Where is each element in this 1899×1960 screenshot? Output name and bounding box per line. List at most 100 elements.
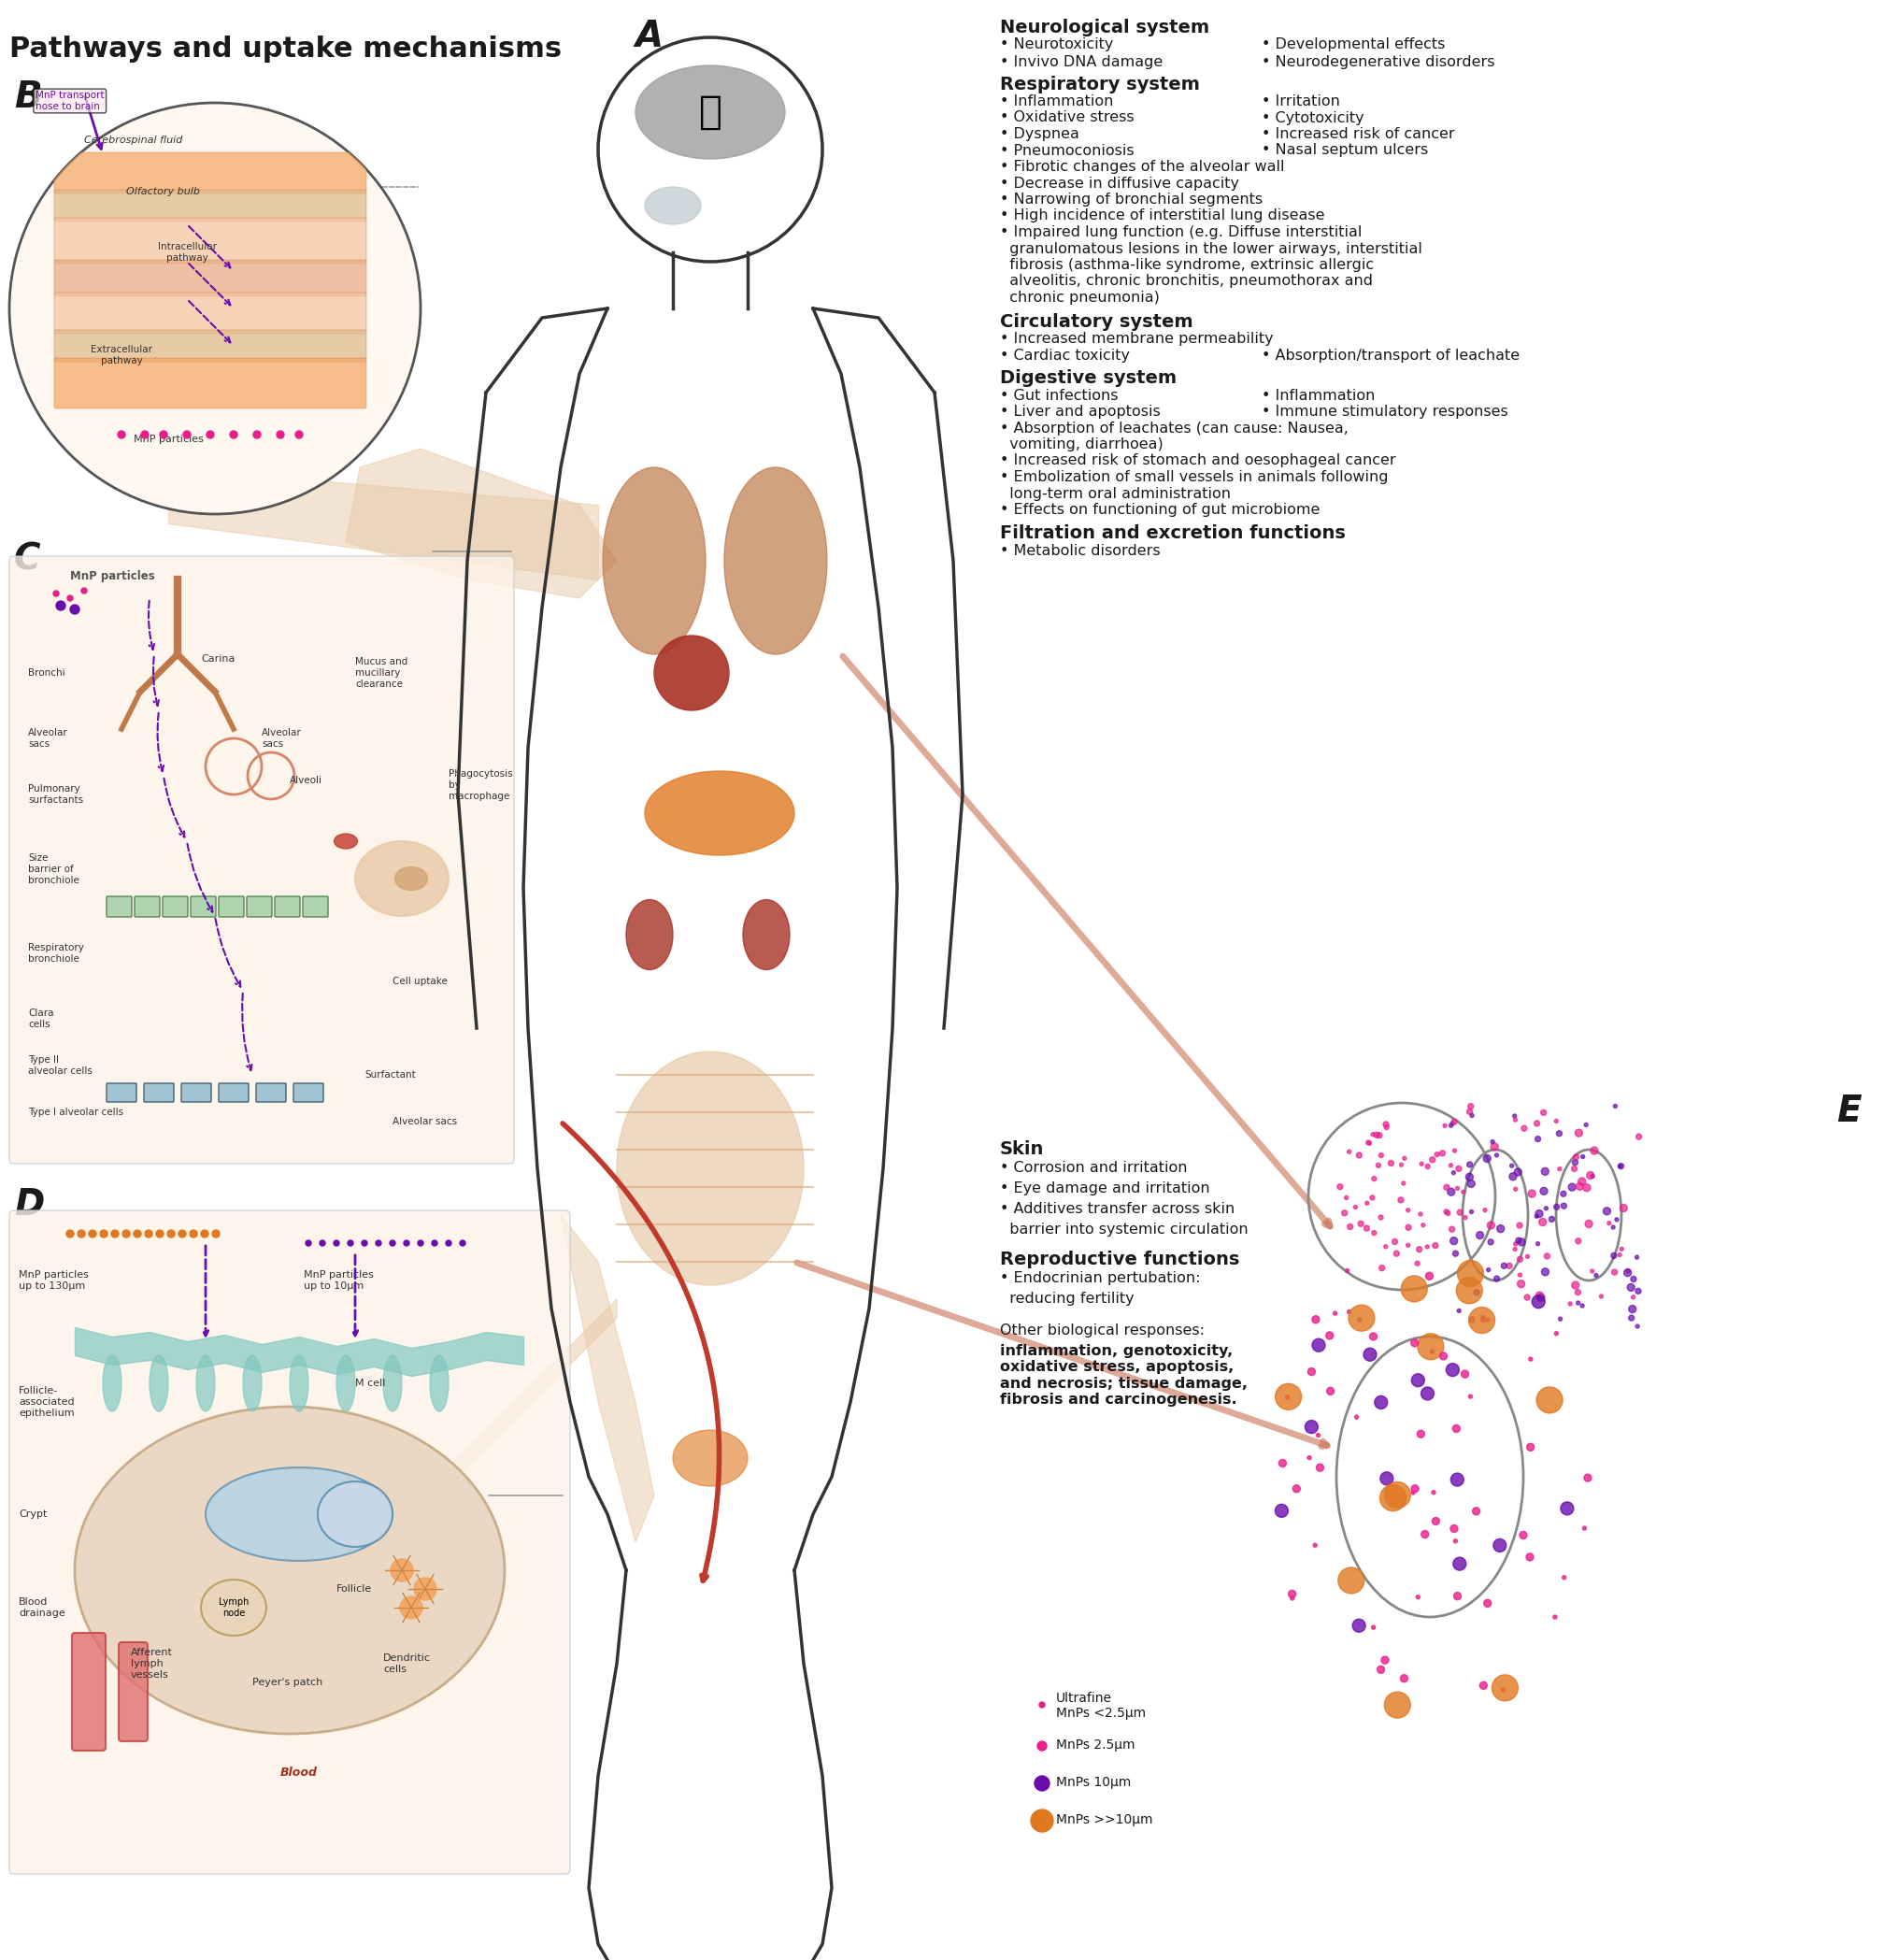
Circle shape: [1557, 1166, 1561, 1170]
Circle shape: [230, 431, 237, 439]
Text: • Impaired lung function (e.g. Diffuse interstitial: • Impaired lung function (e.g. Diffuse i…: [1001, 225, 1362, 239]
Text: reducing fertility: reducing fertility: [1001, 1292, 1134, 1305]
Circle shape: [1379, 1215, 1382, 1219]
Circle shape: [1354, 1415, 1358, 1419]
Circle shape: [1502, 1688, 1506, 1691]
Ellipse shape: [150, 1354, 169, 1411]
Text: • Invivo DNA damage: • Invivo DNA damage: [1001, 55, 1162, 69]
Circle shape: [1589, 1270, 1593, 1272]
FancyBboxPatch shape: [190, 896, 216, 917]
Circle shape: [1388, 1160, 1394, 1166]
Circle shape: [1432, 1517, 1439, 1525]
Circle shape: [1612, 1225, 1614, 1229]
Circle shape: [1369, 1196, 1375, 1200]
Circle shape: [1521, 1125, 1527, 1131]
Circle shape: [1384, 1245, 1388, 1249]
Circle shape: [1525, 1296, 1531, 1299]
Circle shape: [1561, 1501, 1574, 1515]
Circle shape: [1474, 1290, 1479, 1296]
Circle shape: [1635, 1325, 1639, 1329]
Circle shape: [1346, 1309, 1350, 1313]
Circle shape: [1514, 1113, 1517, 1117]
Circle shape: [1618, 1164, 1622, 1168]
Circle shape: [1527, 1443, 1534, 1450]
Circle shape: [213, 1231, 220, 1237]
Text: Follicle-
associated
epithelium: Follicle- associated epithelium: [19, 1386, 74, 1417]
Circle shape: [1379, 1152, 1384, 1158]
Circle shape: [1451, 1119, 1457, 1125]
Ellipse shape: [74, 1407, 505, 1735]
Circle shape: [1451, 1474, 1464, 1486]
FancyBboxPatch shape: [218, 896, 243, 917]
Circle shape: [1542, 1268, 1550, 1276]
Ellipse shape: [646, 186, 701, 223]
Text: E: E: [1836, 1094, 1861, 1129]
Text: B: B: [13, 80, 42, 116]
Circle shape: [1629, 1315, 1635, 1321]
Circle shape: [1447, 1188, 1455, 1196]
Text: Phagocytosis
by
macrophage: Phagocytosis by macrophage: [448, 770, 513, 800]
Text: • Oxidative stress: • Oxidative stress: [1001, 112, 1134, 125]
Text: barrier into systemic circulation: barrier into systemic circulation: [1001, 1223, 1248, 1237]
Text: Filtration and excretion functions: Filtration and excretion functions: [1001, 525, 1346, 543]
Circle shape: [1536, 1292, 1544, 1299]
Circle shape: [1371, 1176, 1377, 1182]
Text: • Increased risk of cancer: • Increased risk of cancer: [1261, 127, 1455, 141]
Text: Olfactory bulb: Olfactory bulb: [125, 186, 199, 196]
Circle shape: [201, 1231, 209, 1237]
Circle shape: [1333, 1311, 1337, 1315]
Text: Type I alveolar cells: Type I alveolar cells: [28, 1107, 123, 1117]
Circle shape: [1534, 1215, 1538, 1217]
Circle shape: [1544, 1252, 1550, 1258]
Ellipse shape: [602, 466, 706, 655]
Circle shape: [89, 1231, 97, 1237]
Text: • Eye damage and irritation: • Eye damage and irritation: [1001, 1182, 1210, 1196]
Text: Other biological responses:: Other biological responses:: [1001, 1323, 1204, 1337]
Circle shape: [1381, 1486, 1405, 1511]
Text: • Inflammation: • Inflammation: [1001, 94, 1113, 108]
Text: Circulatory system: Circulatory system: [1001, 314, 1193, 331]
Circle shape: [1276, 1384, 1301, 1409]
Circle shape: [1462, 1190, 1466, 1194]
Text: Respiratory system: Respiratory system: [1001, 76, 1200, 94]
Circle shape: [1495, 1276, 1500, 1282]
FancyBboxPatch shape: [218, 1084, 249, 1102]
FancyBboxPatch shape: [302, 896, 329, 917]
Circle shape: [1627, 1284, 1635, 1292]
Circle shape: [1443, 1184, 1449, 1190]
Text: • Nasal septum ulcers: • Nasal septum ulcers: [1261, 143, 1428, 157]
Circle shape: [1354, 1205, 1358, 1209]
Circle shape: [1591, 1174, 1595, 1178]
Circle shape: [1483, 1154, 1491, 1162]
Circle shape: [82, 588, 87, 594]
Circle shape: [1468, 1103, 1474, 1109]
Circle shape: [1420, 1162, 1424, 1166]
Circle shape: [1400, 1162, 1403, 1166]
Circle shape: [1582, 1154, 1584, 1158]
Circle shape: [1493, 1539, 1506, 1552]
Circle shape: [391, 1558, 414, 1582]
Circle shape: [1405, 1243, 1409, 1247]
Circle shape: [1534, 1137, 1540, 1143]
Ellipse shape: [196, 1354, 215, 1411]
Circle shape: [1527, 1554, 1534, 1560]
Circle shape: [1574, 1154, 1578, 1160]
Circle shape: [1379, 1266, 1384, 1270]
Circle shape: [1599, 1294, 1603, 1298]
Text: • Immune stimulatory responses: • Immune stimulatory responses: [1261, 404, 1508, 419]
Circle shape: [144, 1231, 152, 1237]
Circle shape: [1487, 1268, 1491, 1272]
Text: Crypt: Crypt: [19, 1509, 47, 1519]
Text: Afferent
lymph
vessels: Afferent lymph vessels: [131, 1648, 173, 1680]
Circle shape: [1586, 1221, 1593, 1227]
Text: • Pneumoconiosis: • Pneumoconiosis: [1001, 143, 1134, 157]
Text: MnPs <2.5µm: MnPs <2.5µm: [1056, 1707, 1145, 1719]
Text: Pathways and uptake mechanisms: Pathways and uptake mechanisms: [9, 35, 562, 63]
Text: Neurological system: Neurological system: [1001, 20, 1210, 37]
Circle shape: [1493, 1674, 1517, 1701]
Circle shape: [1472, 1507, 1479, 1515]
Circle shape: [1377, 1162, 1381, 1168]
Circle shape: [1555, 1119, 1559, 1123]
Circle shape: [1439, 1352, 1447, 1360]
Circle shape: [1371, 1231, 1377, 1235]
